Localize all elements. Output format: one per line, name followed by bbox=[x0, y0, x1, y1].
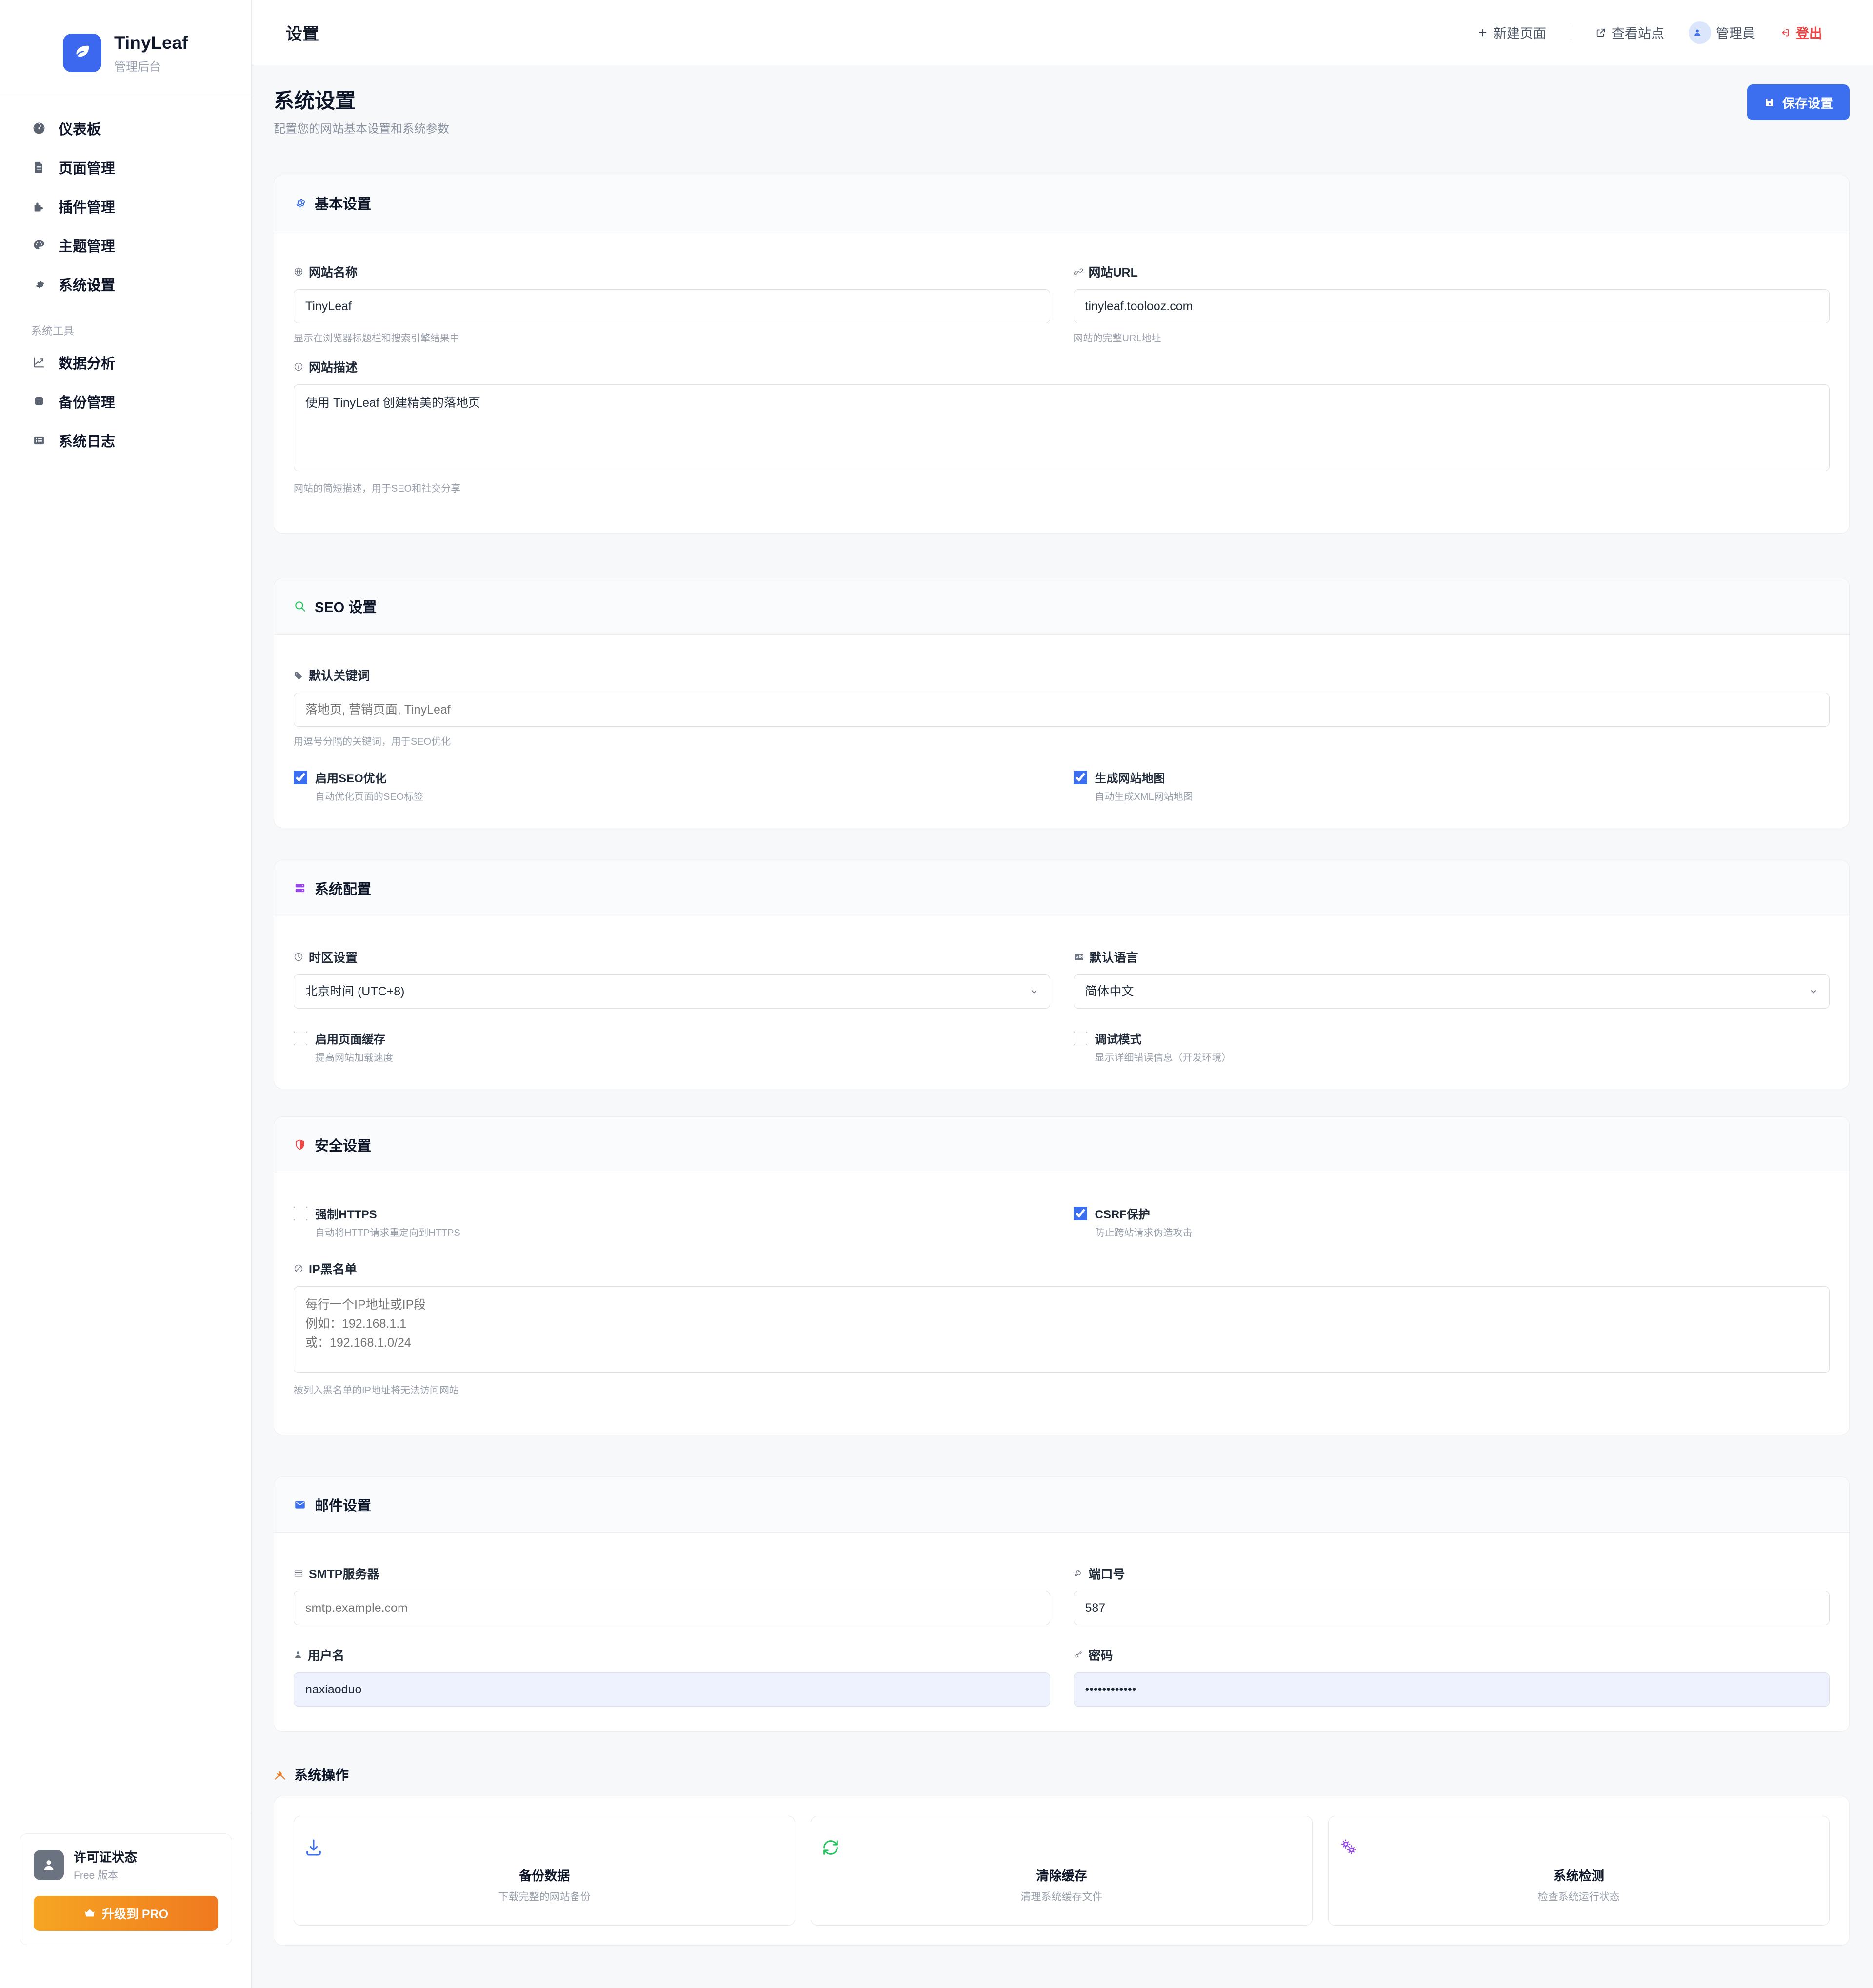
svg-text:A: A bbox=[1076, 955, 1078, 959]
svg-text:文: 文 bbox=[1079, 955, 1083, 959]
